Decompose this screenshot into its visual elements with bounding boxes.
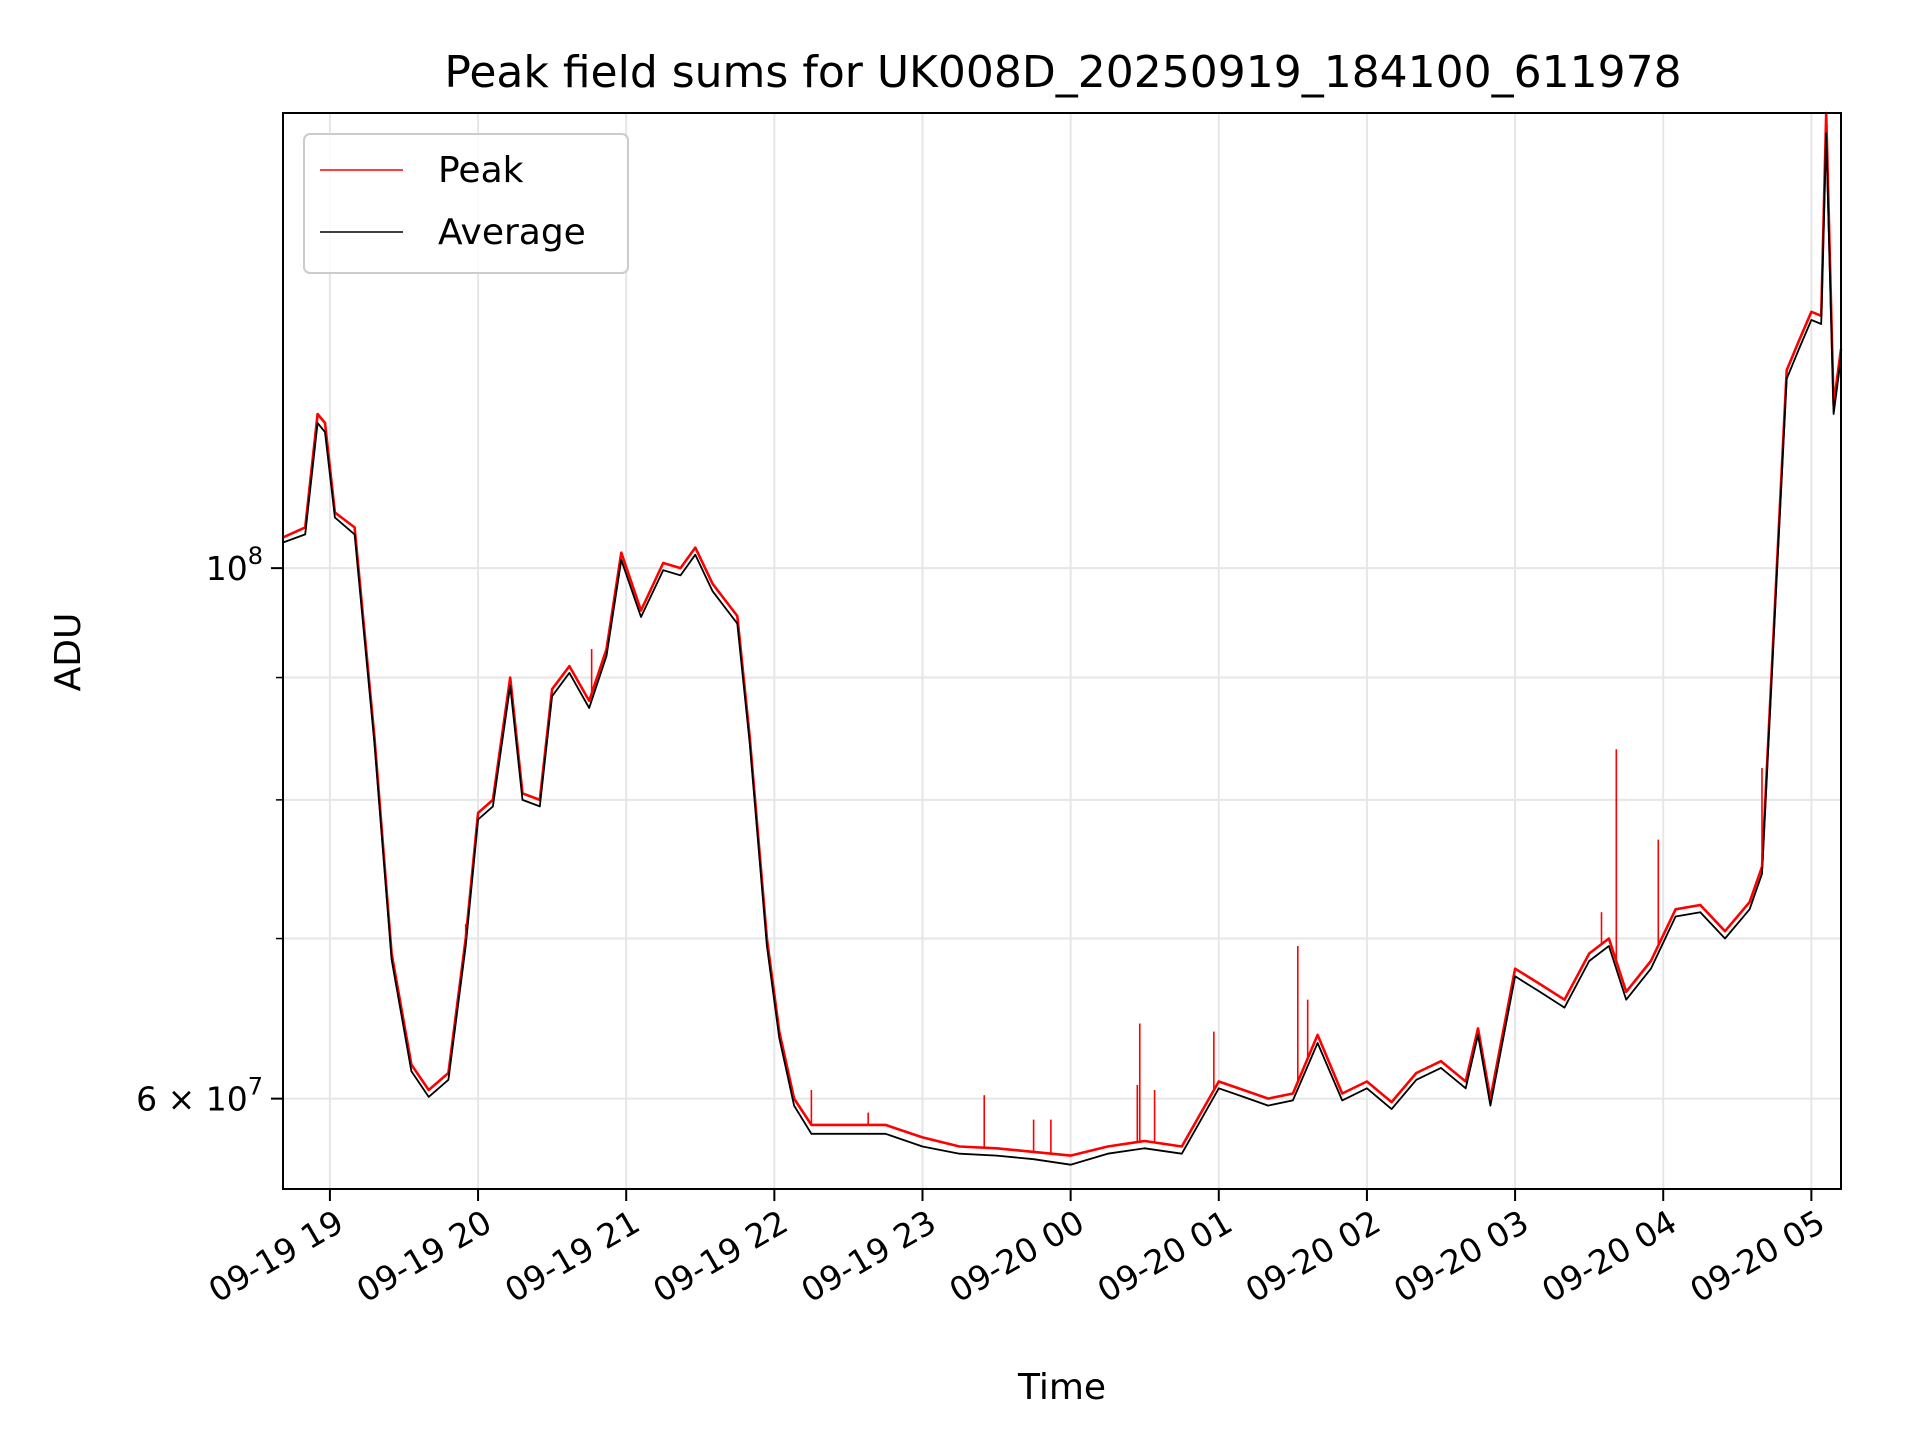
chart-title: Peak field sums for UK008D_20250919_1841… [444,47,1681,98]
x-tick-label: 09-19 19 [202,1202,350,1310]
series-line-average [282,132,1842,1166]
x-tick-label: 09-20 04 [1535,1202,1683,1310]
y-tick-label: 108 [206,542,263,588]
x-axis-label: Time [1017,1367,1106,1408]
y-tick-label: 6 × 107 [136,1073,263,1119]
y-axis-label: ADU [48,613,89,692]
x-axis: 09-19 19 09-19 20 09-19 21 09-19 22 09-19 23… [202,1189,1831,1310]
x-tick-label: 09-20 02 [1239,1202,1387,1310]
legend: Peak Average [303,133,629,274]
legend-label-peak: Peak [438,150,524,191]
series-line-peak [282,111,1843,1157]
plot-frame [282,112,1842,1190]
x-tick-label: 09-20 00 [943,1202,1091,1310]
y-axis: 6 × 107 108 [136,542,283,1119]
legend-box [303,133,629,274]
grid-lines [283,113,1841,1189]
x-tick-label: 09-20 05 [1683,1202,1831,1310]
legend-label-average: Average [438,212,586,253]
x-tick-label: 09-19 23 [794,1202,942,1310]
x-tick-label: 09-19 22 [646,1202,794,1310]
x-tick-label: 09-19 20 [350,1202,498,1310]
x-tick-label: 09-19 21 [498,1202,646,1310]
x-tick-label: 09-20 01 [1091,1202,1239,1310]
series-layer [282,111,1843,1166]
x-tick-label: 09-20 03 [1387,1202,1535,1310]
